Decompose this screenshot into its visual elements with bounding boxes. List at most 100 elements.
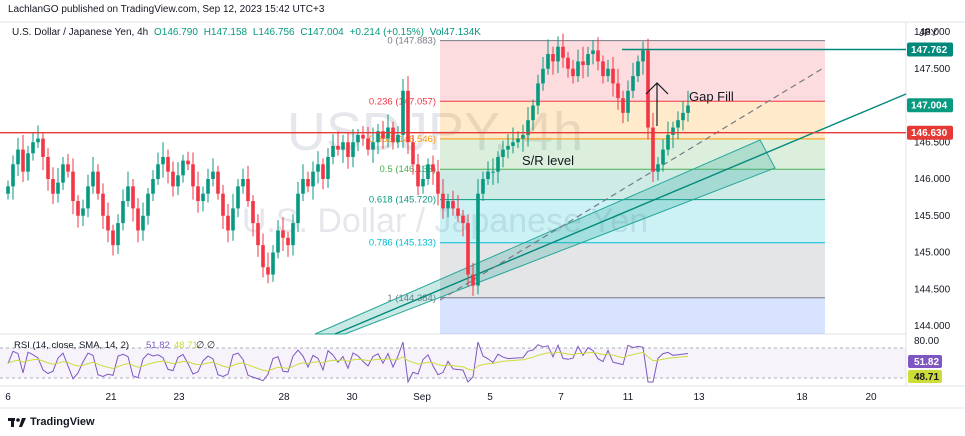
gap-fill-label: Gap Fill	[689, 89, 734, 104]
candle-body	[196, 186, 200, 202]
time-axis[interactable]: 6 21 23 28 30 Sep 5 7 11 13 18 20	[5, 392, 877, 403]
price-tick-label: 144.000	[914, 321, 951, 332]
price-tick-label: 146.000	[914, 174, 951, 185]
gap-fill-arrow-head	[645, 82, 669, 95]
candle-body	[556, 46, 560, 62]
candle-body	[456, 208, 460, 216]
candle-body	[616, 83, 620, 99]
candle-body	[16, 149, 20, 165]
time-tick-label: 7	[558, 392, 564, 403]
price-tick-label: 144.500	[914, 284, 951, 295]
candle-body	[71, 171, 75, 202]
candle-body	[591, 50, 595, 55]
candle-body	[506, 145, 510, 150]
candle-body	[211, 171, 215, 179]
watermark-name: U.S. Dollar / Japanese Yen	[242, 202, 648, 240]
candle-body	[611, 68, 615, 84]
candle-body	[136, 208, 140, 231]
candle-body	[106, 215, 110, 231]
candle-body	[541, 68, 545, 84]
time-tick-label: 28	[278, 392, 290, 403]
brand[interactable]: TradingView	[8, 416, 95, 428]
rsi-sma-tag	[908, 370, 942, 383]
candle-body	[471, 274, 475, 286]
candle-body	[501, 149, 505, 157]
volume-value: Vol47.134K	[429, 27, 481, 38]
fib-zone	[440, 297, 825, 334]
symbol-name[interactable]: U.S. Dollar / Japanese Yen, 4h	[12, 27, 149, 38]
candle-body	[31, 142, 35, 154]
time-tick-label: 23	[173, 392, 185, 403]
candle-body	[536, 83, 540, 106]
dashed-trend-line[interactable]	[439, 66, 826, 301]
trend-line[interactable]	[334, 93, 907, 335]
fibonacci-retracement[interactable]: 0 (147.883)0.236 (147.057)0.382 (146.546…	[369, 36, 825, 334]
candle-body	[41, 138, 45, 157]
candle-body	[486, 171, 490, 179]
candle-body	[566, 57, 570, 69]
sr-level-label: S/R level	[522, 153, 574, 168]
candle-body	[151, 179, 155, 194]
fib-level-label: 0 (147.883)	[387, 36, 436, 47]
candle-body	[521, 134, 525, 139]
candle-body	[441, 193, 445, 209]
candle-body	[126, 186, 130, 202]
candle-body	[141, 215, 145, 231]
candle-body	[546, 54, 550, 69]
candle-body	[101, 193, 105, 216]
price-tick-label: 146.500	[914, 137, 951, 148]
price-tick-label: 147.500	[914, 64, 951, 75]
trend-channel[interactable]	[314, 66, 907, 335]
candle-body	[61, 164, 65, 183]
candle-body	[311, 171, 315, 187]
price-tag	[907, 42, 953, 57]
candle-body	[236, 186, 240, 209]
candle-body	[166, 156, 170, 172]
time-tick-label: 20	[865, 392, 877, 403]
candle-body	[376, 131, 380, 143]
candle-body	[171, 171, 175, 187]
candle-body	[421, 179, 425, 187]
candle-body	[276, 230, 280, 253]
tradingview-logo-icon	[8, 418, 26, 427]
candle-body	[526, 120, 530, 135]
candle-body	[396, 134, 400, 143]
candle-body	[451, 201, 455, 209]
price-axis[interactable]: 148.000147.500147.000146.500146.000145.5…	[907, 27, 953, 332]
candle-body	[571, 68, 575, 77]
candle-body	[561, 46, 565, 58]
candle-body	[271, 252, 275, 275]
candle-body	[81, 208, 85, 216]
candle-body	[131, 186, 135, 209]
rsi-label[interactable]: RSI (14, close, SMA, 14, 2)	[14, 340, 129, 351]
candle-body	[351, 142, 355, 157]
brand-text: TradingView	[30, 416, 95, 428]
candle-body	[651, 127, 655, 172]
currency-label[interactable]: JPY	[919, 28, 938, 39]
publisher-line: LachlanGO published on TradingView.com, …	[8, 4, 325, 15]
candle-body	[331, 145, 335, 157]
rsi-value-tag	[908, 355, 942, 368]
candle-body	[11, 164, 15, 187]
candle-body	[296, 193, 300, 224]
candle-body	[336, 145, 340, 150]
candle-body	[286, 237, 290, 246]
candle-body	[601, 61, 605, 77]
candle-body	[66, 164, 70, 172]
candle-body	[316, 164, 320, 172]
candle-body	[46, 156, 50, 179]
candle-body	[666, 134, 670, 150]
fib-zone	[440, 199, 825, 243]
candle-body	[241, 179, 245, 187]
time-tick-label: 11	[623, 392, 634, 403]
candle-body	[51, 179, 55, 194]
time-tick-label: 18	[796, 392, 808, 403]
candle-body	[111, 230, 115, 246]
candle-body	[416, 164, 420, 187]
rsi-level-top: 80.00	[914, 336, 939, 347]
rsi-sma-tag-text: 48.71	[914, 372, 939, 383]
rsi-value: 51.82	[146, 340, 170, 351]
candle-body	[346, 142, 350, 157]
drawing-overlays[interactable]	[0, 48, 906, 134]
